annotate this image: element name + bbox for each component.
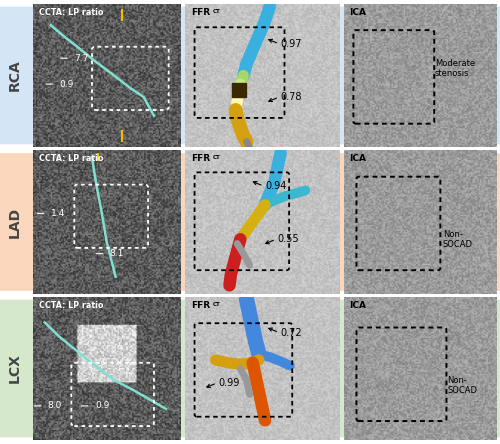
Text: 0.94: 0.94 xyxy=(265,181,286,191)
Text: 0.97: 0.97 xyxy=(280,39,302,49)
Text: CCTA: LP ratio: CCTA: LP ratio xyxy=(39,155,104,163)
Text: ICA: ICA xyxy=(350,155,366,163)
FancyBboxPatch shape xyxy=(0,153,500,291)
Text: FFR: FFR xyxy=(190,155,210,163)
Text: 0.55: 0.55 xyxy=(278,234,299,244)
Text: CT: CT xyxy=(213,8,221,14)
Text: 0.9: 0.9 xyxy=(60,79,74,89)
Text: CT: CT xyxy=(213,301,221,307)
FancyBboxPatch shape xyxy=(0,300,500,437)
Text: 0.9: 0.9 xyxy=(95,401,110,410)
Text: LCX: LCX xyxy=(8,353,22,384)
Text: CCTA: LP ratio: CCTA: LP ratio xyxy=(39,8,104,17)
Text: 0.72: 0.72 xyxy=(280,328,302,337)
Text: Non-
SOCAD: Non- SOCAD xyxy=(442,230,472,249)
Text: FFR: FFR xyxy=(190,8,210,17)
Text: 8.1: 8.1 xyxy=(110,249,124,258)
Text: 0.78: 0.78 xyxy=(280,92,302,102)
Text: Moderate
stenosis: Moderate stenosis xyxy=(435,59,475,78)
Text: RCA: RCA xyxy=(8,59,22,91)
Text: ICA: ICA xyxy=(350,301,366,310)
Text: Non-
SOCAD: Non- SOCAD xyxy=(447,376,477,396)
Text: CT: CT xyxy=(213,155,221,160)
Text: 0.99: 0.99 xyxy=(218,378,240,388)
FancyBboxPatch shape xyxy=(0,7,500,144)
Text: ICA: ICA xyxy=(350,8,366,17)
Text: 7.7: 7.7 xyxy=(74,54,88,63)
Text: CCTA: LP ratio: CCTA: LP ratio xyxy=(39,301,104,310)
Text: FFR: FFR xyxy=(190,301,210,310)
Text: LAD: LAD xyxy=(8,206,22,238)
Text: 1.4: 1.4 xyxy=(50,209,65,218)
Text: 8.0: 8.0 xyxy=(48,401,62,410)
